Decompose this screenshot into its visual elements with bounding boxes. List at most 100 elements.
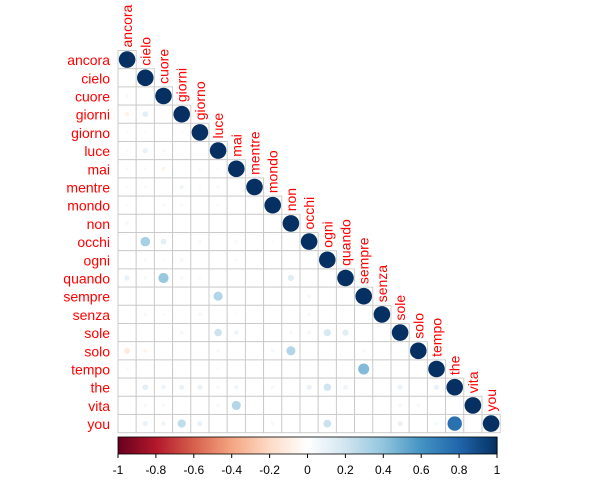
colorbar-segment [262,437,265,454]
colorbar-segment [193,437,197,454]
column-label-tempo: tempo [429,318,445,357]
correlation-circle-you-tempo [434,421,439,426]
colorbar-segment [292,437,295,454]
colorbar-segment [146,437,149,454]
correlation-circle-ogni-giorni [179,257,184,262]
colorbar-segment [326,437,329,454]
colorbar-segment [267,437,271,454]
colorbar-segment [483,437,487,454]
correlation-circle-solo-cielo [143,348,148,353]
colorbar-segment [246,437,250,454]
grid-cell [299,268,319,288]
colorbar-segment [387,437,390,454]
correlation-circle-mentre-luce [216,185,220,189]
colorbar-segment [347,437,350,454]
correlation-circle-non-non [282,215,300,232]
colorbar-segment [305,437,309,454]
colorbar-segment [178,437,182,454]
correlation-circle-you-cuore [161,421,166,426]
correlation-circle-cielo-cielo [137,69,154,87]
colorbar-segment [390,437,394,454]
colorbar-segment [324,437,328,454]
colorbar-segment [144,437,148,454]
grid-cell [226,414,246,434]
colorbar-segment [180,437,184,454]
colorbar-segment [307,437,310,454]
row-label-ogni: ogni [84,252,110,268]
grid-cell [281,304,301,324]
correlation-circle-senza-mai [234,312,238,316]
column-label-luce: luce [210,113,226,139]
colorbar-segment [404,437,407,454]
colorbar-segment [294,437,297,454]
row-label-solo: solo [84,343,110,359]
colorbar-segment [406,437,409,454]
correlation-circle-occhi-occhi [300,233,318,250]
colorbar-segment [155,437,159,454]
correlation-circle-vita-solo [416,403,421,408]
colorbar-segment [159,437,163,454]
correlation-circle-you-the [447,416,462,431]
colorbar-segment [316,437,320,454]
grid-cell [335,395,356,415]
correlation-circle-mai-giorno [198,167,202,171]
colorbar-segment [394,437,398,454]
correlation-circle-sempre-occhi [307,294,311,299]
colorbar-segment [411,437,415,454]
colorbar-segment [489,437,492,454]
colorbar-segment [354,437,358,454]
grid-cell [263,213,283,233]
colorbar-segment [468,437,472,454]
grid-cell [244,323,265,343]
colorbar-segment [487,437,491,454]
grid-cell [390,341,410,361]
colorbar-segment [121,437,125,454]
colorbar-segment [142,437,146,454]
colorbar-segment [152,437,155,454]
correlation-circle-tempo-tempo [428,360,445,378]
colorbar-segment [169,437,172,454]
colorbar-segment [436,437,439,454]
grid-cell [281,395,301,415]
grid-cell [226,268,246,288]
grid-cell [117,232,137,252]
colorbar-segment [184,437,187,454]
grid-cell [226,359,246,379]
grid-cell [153,359,174,379]
colorbar-segment [457,437,460,454]
column-label-you: you [483,389,499,412]
colorbar-segment [154,437,157,454]
grid-cell [281,286,301,306]
correlation-circle-tempo-sempre [358,363,370,375]
correlation-circle-quando-giorno [198,276,202,280]
correlation-circle-quando-cuore [158,272,169,284]
grid-cell [244,268,265,288]
grid-cell [354,377,374,397]
grid-cell [190,213,210,233]
colorbar-segment [388,437,392,454]
colorbar-segment [491,437,494,454]
grid-cell [263,359,283,379]
correlation-circle-sole-giorni [179,330,184,335]
correlation-circle-you-giorni [177,419,186,428]
colorbar-segment [133,437,136,454]
correlation-circle-cuore-ancora [125,94,129,98]
grid-cell [281,377,301,397]
colorbar-segment [434,437,437,454]
colorbar-segment [470,437,473,454]
colorbar-segment [271,437,274,454]
colorbar-segment [460,437,464,454]
colorbar-segment [138,437,142,454]
correlation-circle-sole-ogni [323,329,331,337]
colorbar-segment [343,437,346,454]
colorbar-segment [118,437,121,454]
column-label-cielo: cielo [137,37,153,66]
colorbar-segment [296,437,299,454]
grid-cell [117,286,137,306]
colorbar-segment [341,437,345,454]
colorbar-segment [199,437,202,454]
colorbar-segment [485,437,489,454]
colorbar-segment [233,437,237,454]
colorbar-segment [493,437,496,454]
column-label-mentre: mentre [247,131,263,175]
